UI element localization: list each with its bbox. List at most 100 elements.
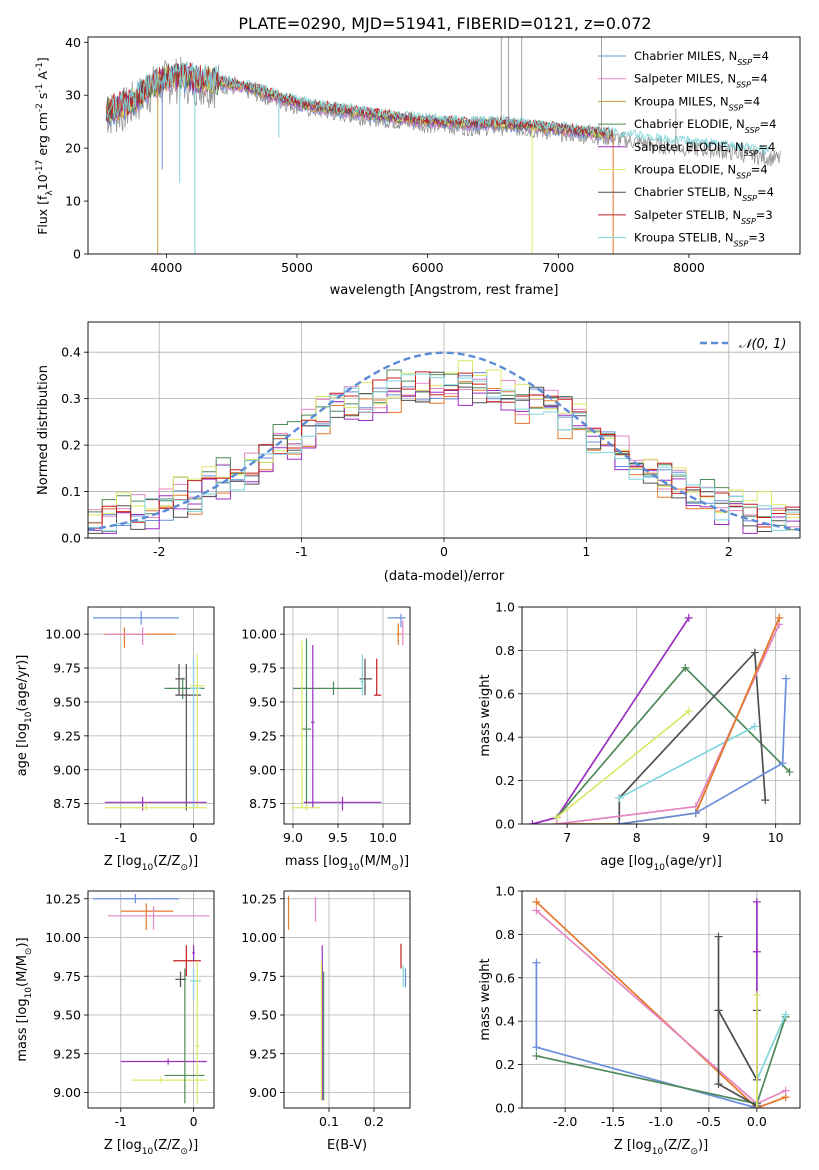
residuals-panel: -2 -1 0 1 2 0.0 0.1 0.2 0.3 0.4 𝒩(0, 1) (data-model… (36, 321, 801, 584)
mass-weight-marker (532, 897, 541, 906)
legend-entry-part: =4 (757, 185, 774, 199)
y-tick-label: 40 (65, 35, 81, 50)
x-axis-label-part: 10 (142, 1147, 154, 1157)
legend-entry: Chabrier ELODIE, NSSP=4 (634, 117, 776, 135)
x-tick-label: -2 (153, 544, 165, 559)
axes-frame (521, 606, 801, 825)
legend-entry-part: =4 (743, 94, 760, 108)
x-axis-label-part: ⊙ (180, 1147, 188, 1157)
y-axis-label-part: erg cm (35, 112, 50, 160)
x-axis-label-part: (Z/Z (153, 1138, 180, 1153)
mass-weight-line (618, 650, 767, 824)
legend-entry-part: SSP (729, 103, 744, 112)
legend-entry: Kroupa MILES, NSSP=4 (634, 94, 760, 112)
y-tick-label: 0.6 (495, 686, 515, 701)
x-axis-label-part: )] (188, 854, 198, 869)
mass-weight-marker (752, 991, 761, 1000)
residuals-marks (88, 351, 800, 538)
x-tick-label: 0.0 (747, 1114, 767, 1129)
mass-weight-marker (714, 1006, 723, 1015)
y-axis-label: mass weight (478, 958, 493, 1040)
x-tick-label: -1 (115, 1114, 127, 1129)
y-axis-label-part: -1 (35, 84, 45, 93)
x-tick-label: 8000 (673, 260, 705, 275)
y-tick-label: 0.2 (495, 773, 515, 788)
y-axis-label-part: )] (15, 937, 30, 947)
legend-entry-part: SSP (736, 171, 751, 180)
legend-entry-part: Chabrier ELODIE, N (634, 117, 745, 131)
age-vs-mass-panel: 9.0 9.5 10.0 8.75 9.00 9.25 9.50 9.75 10.00 mass … (241, 606, 411, 873)
y-axis-label: Normed distribution (36, 365, 51, 495)
mass-weight-marker (714, 932, 723, 941)
y-axis-label-part: age [log (15, 723, 30, 776)
y-axis-label-part: A (35, 71, 50, 84)
legend-entry-part: Salpeter MILES, N (634, 72, 736, 86)
mass-weight-line (556, 624, 780, 824)
mass-weight-line (556, 666, 791, 819)
y-tick-label: 9.50 (249, 1008, 277, 1023)
y-axis-label-part: λ (45, 190, 55, 196)
spectrum-line (106, 62, 614, 138)
y-tick-label: 0.8 (495, 927, 515, 942)
axes-frame (283, 606, 411, 825)
mass-weight-marker (532, 1043, 541, 1052)
mass-weight-line (556, 710, 690, 819)
x-axis-label-part: )] (698, 1138, 708, 1153)
y-tick-label: 10.25 (241, 891, 277, 906)
y-tick-label: 8.75 (53, 796, 81, 811)
x-axis-label: Z [log10(Z/Z⊙)] (104, 854, 198, 873)
spectrum-line (106, 61, 770, 156)
y-tick-label: 10.00 (45, 930, 81, 945)
y-tick-label: 9.25 (53, 728, 81, 743)
y-tick-label: 9.00 (249, 762, 277, 777)
y-tick-label: 8.75 (249, 796, 277, 811)
y-axis-label: Flux [fλ10-17 erg cm-2 s-1 A-1] (35, 57, 55, 235)
residual-histogram (88, 371, 800, 538)
residual-histogram (88, 373, 800, 538)
y-axis-label-part: s (35, 93, 50, 104)
normal-curve (88, 351, 800, 532)
y-tick-label: 9.50 (249, 694, 277, 709)
x-tick-label: 4000 (150, 260, 182, 275)
legend-entry-part: SSP (737, 58, 752, 67)
y-axis-label: mass [log10(M/M⊙)] (15, 937, 34, 1061)
y-tick-label: 9.75 (249, 969, 277, 984)
mass-weight-marker (552, 820, 561, 824)
x-tick-label: -1 (295, 544, 307, 559)
axes-frame (87, 606, 215, 825)
x-axis-label-part: 10 (142, 863, 154, 873)
x-axis-label-part: 10 (348, 863, 360, 873)
x-axis-label: age [log10(age/yr)] (600, 854, 722, 873)
x-axis-label-part: 10 (653, 863, 665, 873)
x-tick-label: 0 (190, 830, 198, 845)
mass-weight-marker (752, 897, 761, 906)
mass-weight-marker (615, 793, 624, 802)
x-tick-label: 6000 (412, 260, 444, 275)
mass-vs-ebv-panel: 0.1 0.2 9.00 9.25 9.50 9.75 10.00 10.25 E(B-V) (241, 890, 411, 1153)
legend-entry-part: Chabrier MILES, N (634, 49, 737, 63)
y-axis-label: mass weight (478, 674, 493, 756)
mass-weight-marker (532, 906, 541, 915)
figure-title: PLATE=0290, MJD=51941, FIBERID=0121, z=0… (238, 14, 651, 33)
x-axis-label: mass [log10(M/M⊙)] (285, 854, 409, 873)
axes-frame (283, 890, 411, 1109)
y-tick-label: 0.1 (61, 484, 81, 499)
x-tick-label: 10 (768, 830, 784, 845)
y-tick-label: 0.6 (495, 970, 515, 985)
legend-entry-part: =4 (752, 49, 769, 63)
legend-entry: 𝒩(0, 1) (739, 337, 786, 352)
x-tick-label: 5000 (281, 260, 313, 275)
legend-entry-part: SSP (741, 216, 756, 225)
legend-entry-part: Chabrier STELIB, N (634, 185, 742, 199)
mass-weight-marker (532, 1051, 541, 1060)
axes-frame (521, 890, 801, 1109)
legend-entry: Kroupa STELIB, NSSP=3 (634, 231, 765, 249)
legend-entry-part: Kroupa STELIB, N (634, 231, 734, 245)
mass-weight-vs-Z-panel: -2.0 -1.5 -1.0 -0.5 0.0 0.0 0.2 0.4 0.6 0.8 1.0 Z [… (478, 884, 801, 1157)
legend-entry-part: =3 (748, 231, 765, 245)
mass-vs-ebv-marks (287, 895, 407, 1101)
mass-vs-Z-marks (93, 894, 210, 1104)
